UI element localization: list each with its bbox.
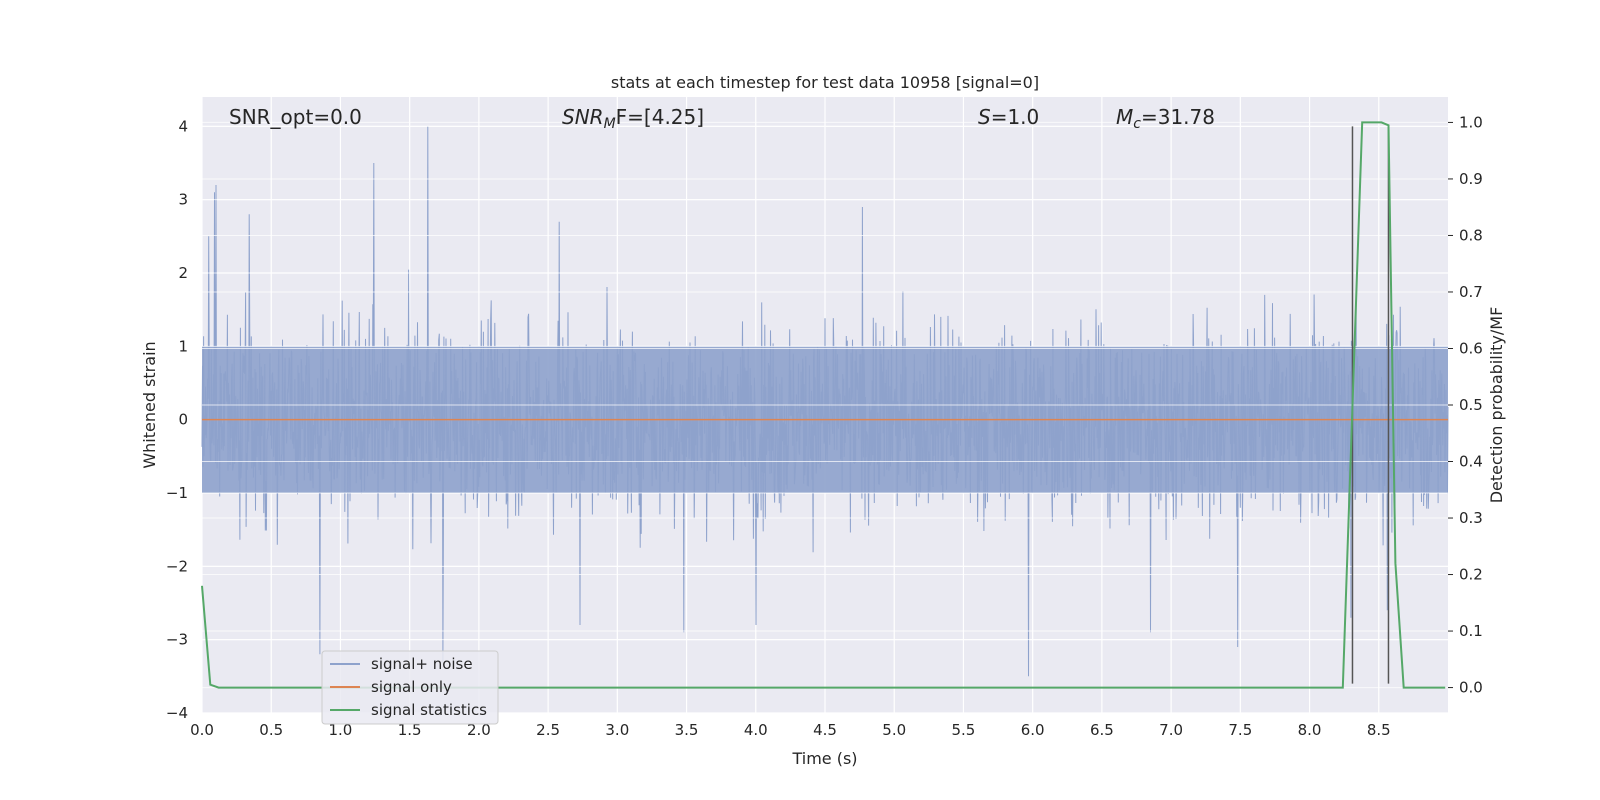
annotation-snr-opt: SNR_opt=0.0 [229, 105, 362, 129]
statistics-line [201, 121, 1446, 689]
x-tick-label: 4.0 [744, 721, 768, 739]
y2-tick-label: 0.9 [1459, 170, 1483, 188]
y2-tick-label: 0.6 [1459, 339, 1483, 357]
annotation-mc: Mc=31.78 [1116, 105, 1215, 132]
x-axis-ticks: 0.0 0.5 1.0 1.5 2.0 2.5 3.0 3.5 4.0 4.5 5.0 5.5 6.0 6… [190, 721, 1391, 739]
signal-statistics-series [201, 121, 1446, 689]
y2-tick-label: 0.8 [1459, 226, 1483, 244]
legend-box [321, 650, 499, 725]
annotation-snr-mf-rest: F=[4.25] [616, 105, 704, 129]
x-tick-label: 0.0 [190, 721, 214, 739]
x-tick-label: 0.5 [259, 721, 283, 739]
x-tick-label: 8.0 [1298, 721, 1322, 739]
x-tick-label: 5.0 [882, 721, 906, 739]
y2-tick-label: 0.5 [1459, 396, 1483, 414]
y2-tick-label: 0.2 [1459, 566, 1483, 584]
y2-tick-label: 0.0 [1459, 679, 1483, 697]
x-tick-label: 4.5 [813, 721, 837, 739]
noise-line [201, 126, 1449, 677]
y-tick-label: 0 [178, 411, 188, 429]
legend-label-statistics: signal statistics [371, 701, 487, 719]
x-axis-label: Time (s) [791, 749, 857, 768]
x-tick-label: 2.0 [467, 721, 491, 739]
annotation-s-rest: =1.0 [991, 105, 1040, 129]
y2-tick-label: 0.3 [1459, 509, 1483, 527]
annotation-mc-sub: c [1133, 116, 1141, 132]
annotation-snr-mf-sub: M [604, 116, 616, 132]
x-tick-label: 3.0 [605, 721, 629, 739]
y-tick-label: −1 [166, 484, 188, 502]
x-tick-label: 1.5 [398, 721, 422, 739]
y2-tick-label: 0.1 [1459, 622, 1483, 640]
annotation-snr-mf-base: SNR [562, 105, 604, 129]
y2-axis-label: Detection probability/MF [1487, 307, 1506, 504]
y2-tick-label: 0.4 [1459, 453, 1483, 471]
x-tick-label: 8.5 [1367, 721, 1391, 739]
y-tick-label: 3 [178, 191, 188, 209]
x-tick-label: 6.0 [1021, 721, 1045, 739]
annotation-snr-mf: SNRMF=[4.25] [562, 105, 704, 132]
chart-title: stats at each timestep for test data 109… [611, 73, 1039, 92]
x-tick-label: 2.5 [536, 721, 560, 739]
legend-label-signal-only: signal only [371, 678, 452, 696]
annotation-mc-rest: =31.78 [1141, 105, 1215, 129]
y2-tick-label: 0.7 [1459, 283, 1483, 301]
x-tick-label: 5.5 [952, 721, 976, 739]
legend: signal+ noise signal only signal statist… [321, 650, 499, 725]
annotation-s-var: S [978, 105, 991, 129]
y2-tick-label: 1.0 [1459, 113, 1483, 131]
y-axis-label: Whitened strain [140, 341, 159, 468]
x-tick-label: 1.0 [329, 721, 353, 739]
x-tick-label: 6.5 [1090, 721, 1114, 739]
y-axis-ticks: 4 3 2 1 0 −1 −2 −3 −4 [166, 117, 188, 722]
y-tick-label: −4 [166, 704, 188, 722]
y-tick-label: −3 [166, 631, 188, 649]
x-tick-label: 7.5 [1228, 721, 1252, 739]
y-tick-label: 4 [178, 117, 188, 135]
x-tick-label: 3.5 [675, 721, 699, 739]
y-tick-label: −2 [166, 557, 188, 575]
annotation-s: S=1.0 [978, 105, 1039, 129]
y2-axis-ticks: 1.0 0.9 0.8 0.7 0.6 0.5 0.4 0.3 0.2 0.1 0.0 [1448, 113, 1483, 697]
y-tick-label: 2 [178, 264, 188, 282]
legend-label-noise: signal+ noise [371, 655, 473, 673]
x-tick-label: 7.0 [1159, 721, 1183, 739]
y-tick-label: 1 [178, 337, 188, 355]
annotation-mc-var: M [1116, 105, 1133, 129]
